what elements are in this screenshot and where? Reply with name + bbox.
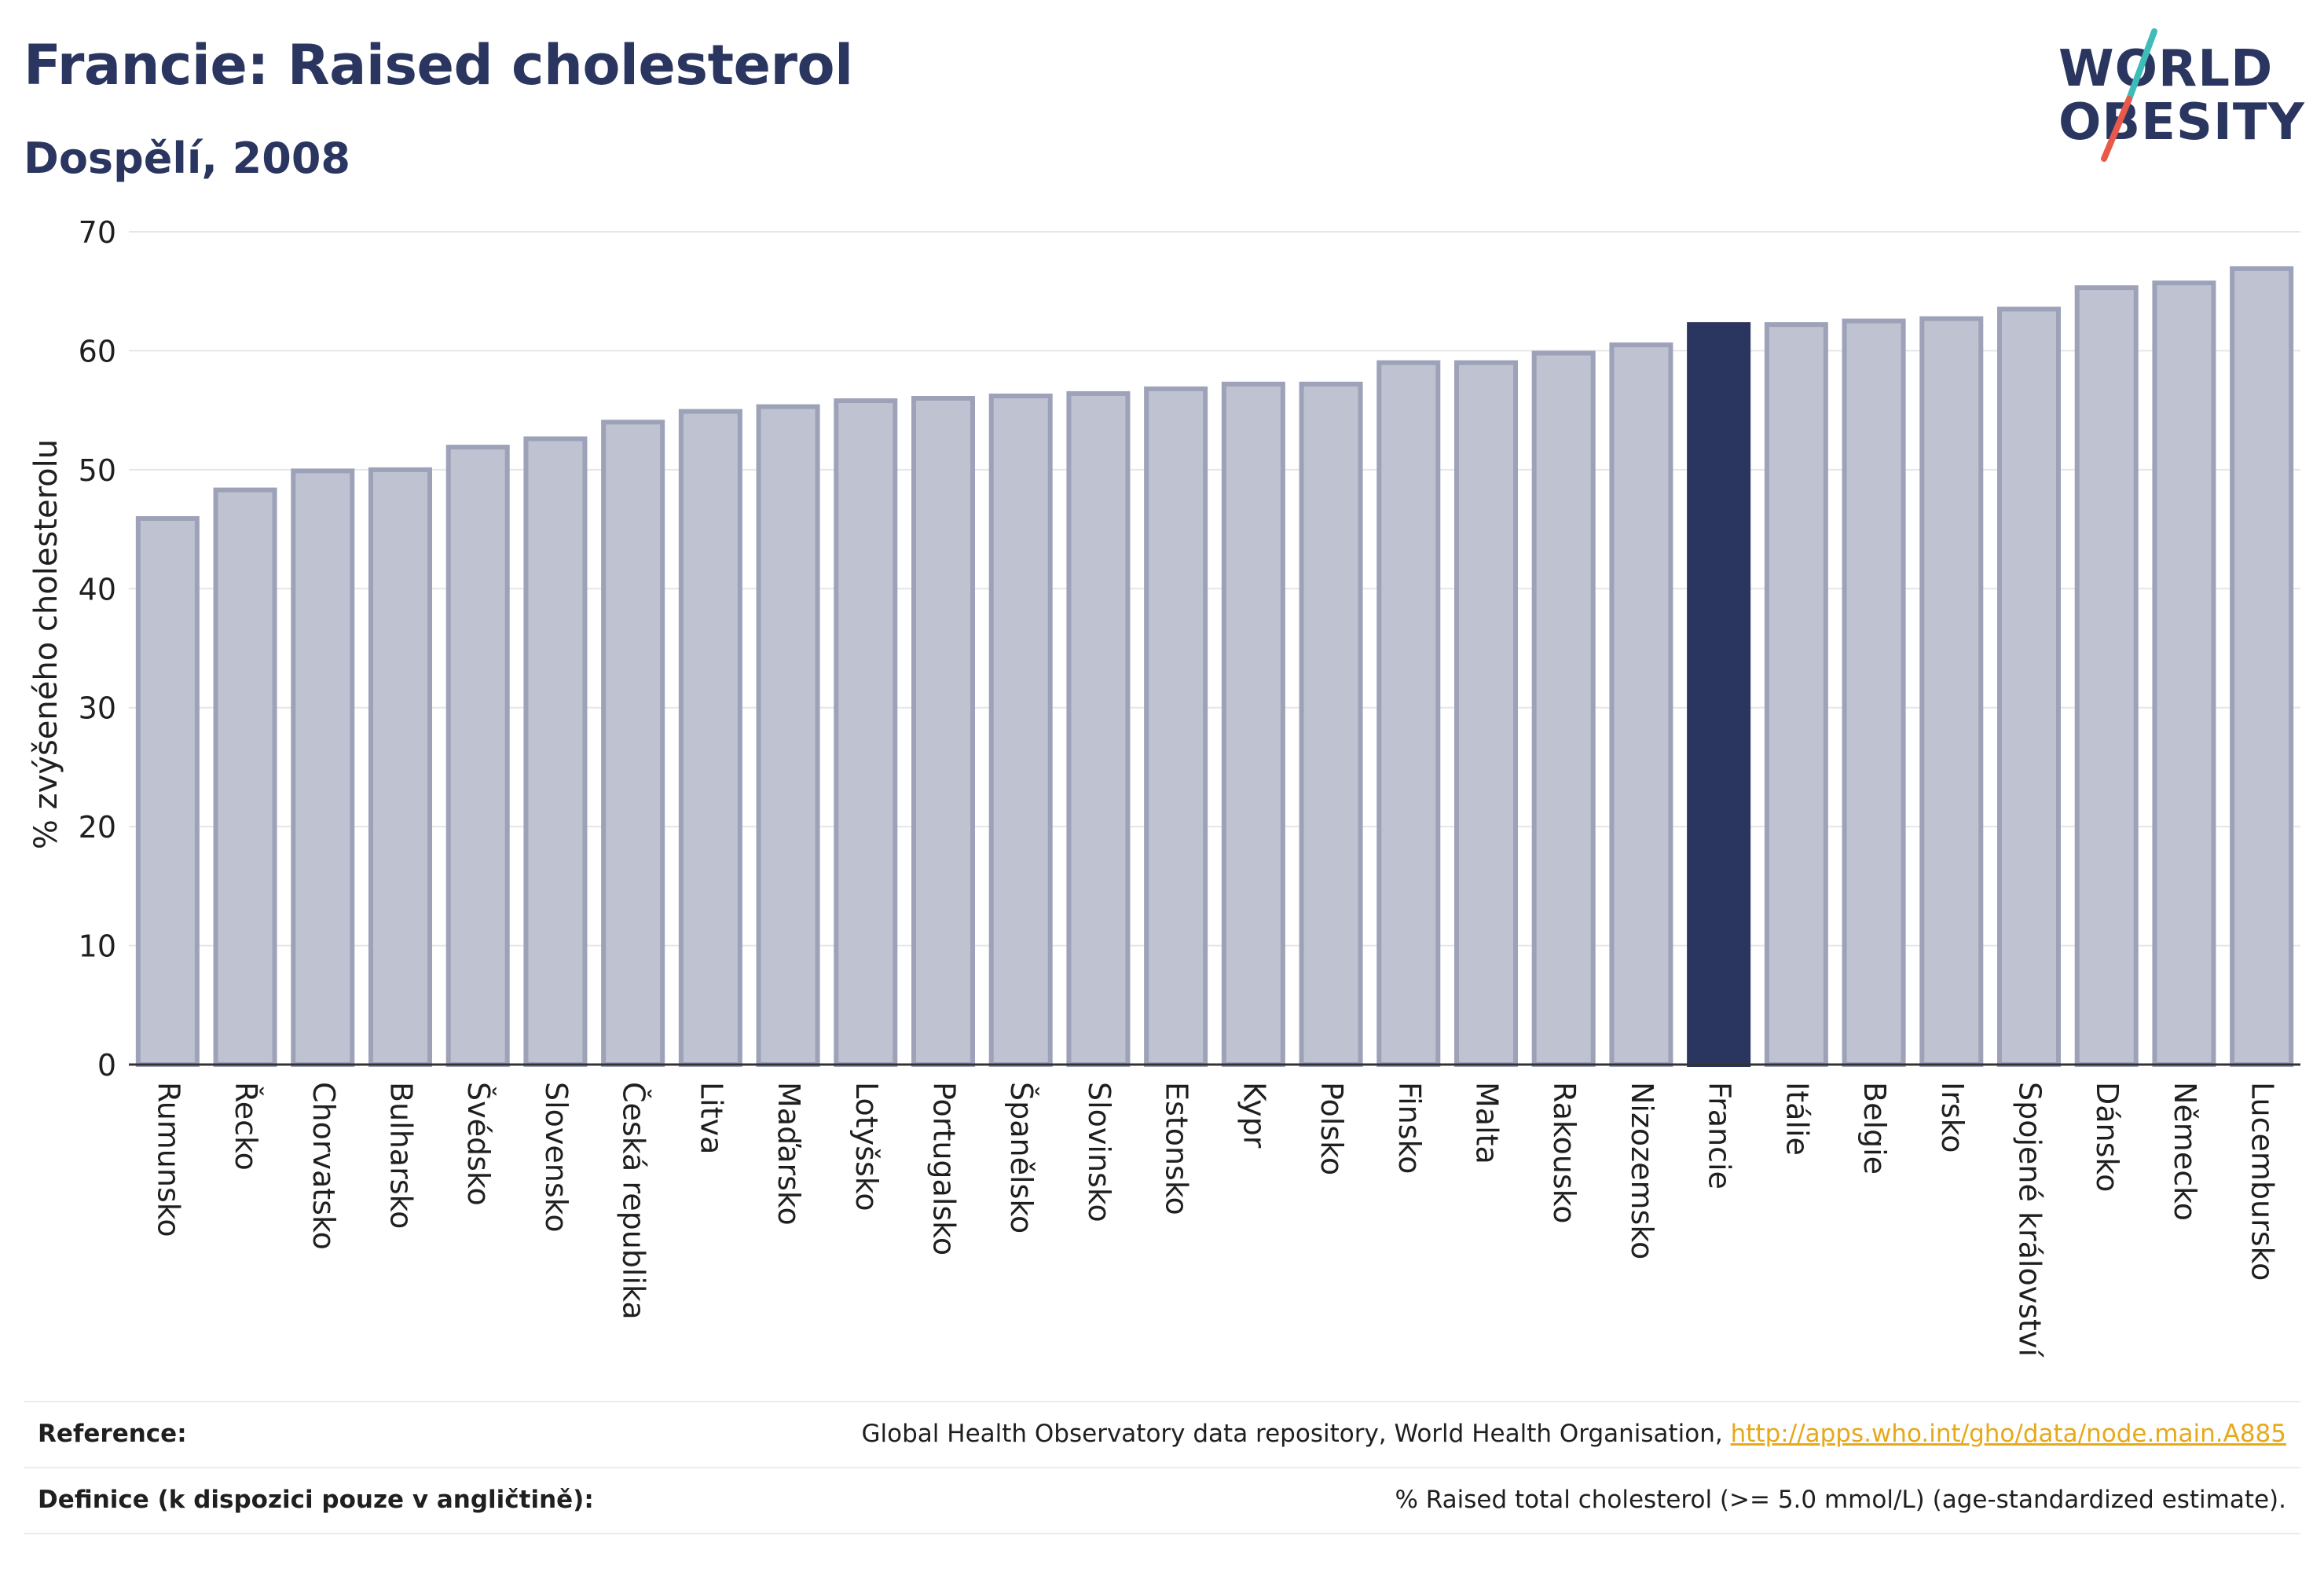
- x-tick-label: Švédsko: [461, 1082, 496, 1206]
- bar: [1221, 381, 1285, 1068]
- bar: [834, 398, 898, 1067]
- bar: [1996, 306, 2062, 1067]
- bar: [213, 487, 277, 1068]
- bar: [2230, 266, 2294, 1067]
- bar: [1066, 390, 1131, 1067]
- bar: [445, 445, 510, 1068]
- bar: [1453, 360, 1519, 1068]
- x-tick-label: Rumunsko: [151, 1082, 185, 1237]
- bar: [1919, 316, 1984, 1068]
- x-tick-label: Portugalsko: [927, 1082, 962, 1255]
- reference-label: Reference:: [38, 1420, 187, 1448]
- bar: [756, 404, 820, 1068]
- x-tick-label: Lucembursko: [2245, 1082, 2280, 1281]
- world-obesity-logo: WORLD OBESITY: [2043, 24, 2310, 165]
- logo-text-line2: OBESITY: [2058, 93, 2305, 152]
- reference-row: Reference: Global Health Observatory dat…: [24, 1401, 2300, 1467]
- x-tick-label: Estonsko: [1160, 1082, 1194, 1215]
- x-tick-label: Maďarsko: [772, 1082, 806, 1226]
- x-tick-label: Česká republika: [617, 1082, 651, 1320]
- x-tick-label: Chorvatsko: [306, 1082, 341, 1250]
- bar: [1376, 360, 1441, 1068]
- bar: [2152, 280, 2216, 1068]
- x-tick-label: Kypr: [1237, 1082, 1271, 1149]
- bar: [1299, 381, 1363, 1068]
- x-tick-label: Lotyšsko: [849, 1082, 884, 1211]
- bars: [135, 266, 2294, 1068]
- x-tick-label: Irsko: [1935, 1082, 1970, 1153]
- axes: 0 10 20 30 40 50 60 70 Rumunsko Řecko Chorvatsko Bu…: [79, 215, 2300, 1358]
- y-axis-title: % zvýšeného cholesterolu: [28, 439, 64, 849]
- bar: [2074, 285, 2139, 1067]
- x-tick-label: Německo: [2168, 1082, 2202, 1221]
- x-tick-label: Finsko: [1392, 1082, 1427, 1174]
- bar: [291, 468, 355, 1068]
- x-tick-label: Polsko: [1314, 1082, 1349, 1175]
- x-tick-label: Bulharsko: [384, 1082, 419, 1229]
- bar: [911, 396, 976, 1067]
- chart-subtitle: Dospělí, 2008: [24, 134, 350, 183]
- bar: [1531, 350, 1596, 1067]
- y-tick-label: 30: [79, 691, 116, 726]
- chart-title: Francie: Raised cholesterol: [24, 33, 853, 97]
- y-tick-label: 60: [79, 334, 116, 368]
- definition-label: Definice (k dispozici pouze v angličtině…: [38, 1486, 594, 1514]
- definition-value: % Raised total cholesterol (>= 5.0 mmol/…: [1395, 1486, 2286, 1514]
- bar: [523, 436, 588, 1067]
- x-tick-label: Španělsko: [1004, 1082, 1039, 1233]
- x-tick-label: Malta: [1470, 1082, 1505, 1164]
- x-tick-label: Litva: [694, 1082, 728, 1154]
- bar: [678, 409, 742, 1067]
- x-tick-label: Belgie: [1857, 1082, 1892, 1175]
- y-tick-label: 10: [79, 929, 116, 964]
- bar: [1764, 322, 1828, 1068]
- x-tick-label: Spojené království: [2013, 1082, 2047, 1358]
- x-tick-label: Dánsko: [2090, 1082, 2124, 1192]
- x-tick-label: Slovinsko: [1082, 1082, 1116, 1222]
- x-tick-label: Nizozemsko: [1625, 1082, 1659, 1259]
- reference-table: Reference: Global Health Observatory dat…: [24, 1401, 2300, 1534]
- x-tick-label: Řecko: [229, 1082, 263, 1171]
- bar: [368, 467, 433, 1068]
- logo-text-line1: WORLD: [2058, 40, 2274, 98]
- y-tick-label: 70: [79, 215, 116, 250]
- bar: [1609, 342, 1673, 1068]
- y-tick-label: 20: [79, 810, 116, 845]
- bar: [988, 393, 1053, 1067]
- reference-value: Global Health Observatory data repositor…: [862, 1420, 2286, 1448]
- logo-slash-icon: [2101, 28, 2157, 162]
- reference-link[interactable]: http://apps.who.int/gho/data/node.main.A…: [1730, 1420, 2286, 1448]
- bar: [1144, 386, 1208, 1067]
- bar: [1842, 318, 1906, 1068]
- y-tick-label: 40: [79, 572, 116, 607]
- y-tick-label: 50: [79, 453, 116, 488]
- bar-chart: 0 10 20 30 40 50 60 70 Rumunsko Řecko Chorvatsko Bu…: [28, 215, 2300, 1358]
- x-tick-label: Rakousko: [1547, 1082, 1582, 1224]
- x-tick-label: Itálie: [1780, 1082, 1814, 1156]
- definition-row: Definice (k dispozici pouze v angličtině…: [24, 1467, 2300, 1534]
- reference-text: Global Health Observatory data repositor…: [861, 1420, 1731, 1448]
- bar: [135, 515, 200, 1067]
- bar: [601, 420, 665, 1067]
- x-tick-label: Slovensko: [539, 1082, 574, 1233]
- x-tick-label: Francie: [1703, 1082, 1737, 1189]
- bar-highlighted: [1687, 322, 1751, 1068]
- y-tick-label: 0: [97, 1048, 116, 1083]
